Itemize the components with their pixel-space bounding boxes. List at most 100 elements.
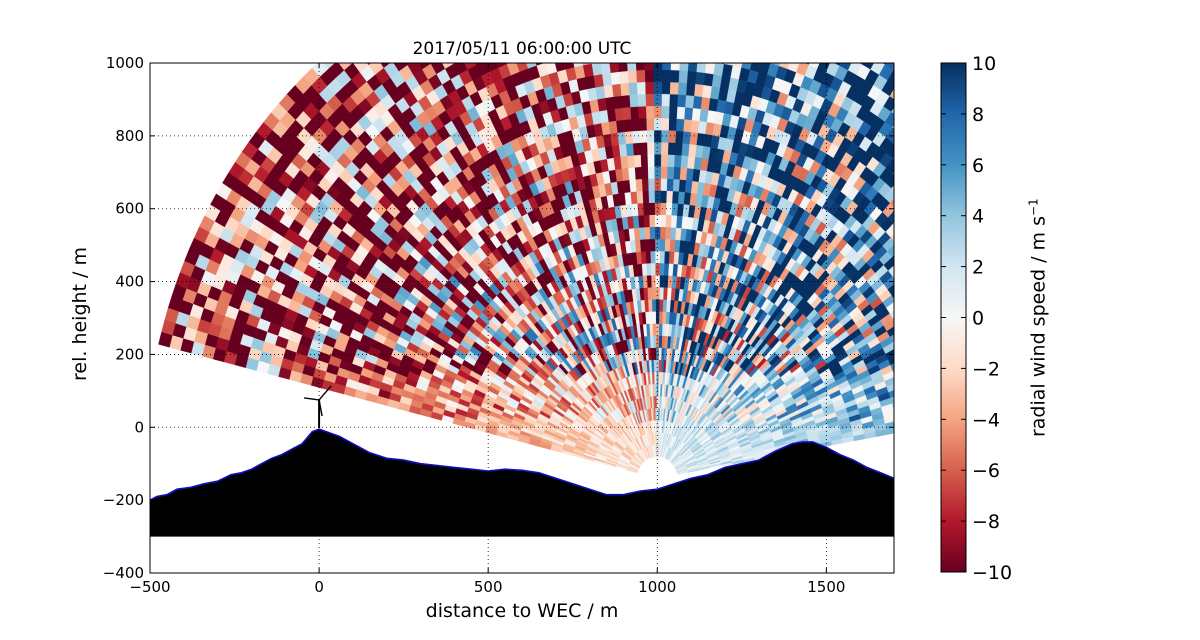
scan-cell	[652, 311, 656, 323]
scan-cell	[516, 0, 529, 8]
scan-cell	[1106, 379, 1119, 392]
scan-cell	[672, 22, 682, 34]
scan-cell	[1002, 274, 1016, 288]
scan-cell	[972, 291, 986, 304]
scan-cell	[913, 325, 926, 337]
scan-cell	[978, 277, 992, 291]
scan-cell	[423, 21, 438, 37]
scan-cell	[605, 24, 616, 37]
scan-cell	[1091, 250, 1106, 266]
scan-cell	[663, 9, 673, 21]
scan-cell	[667, 167, 674, 179]
scan-cell	[896, 235, 909, 249]
scan-cell	[918, 413, 930, 422]
scan-cell	[675, 143, 683, 156]
scan-cell	[915, 204, 929, 219]
scan-cell	[542, 11, 555, 25]
scan-cell	[669, 106, 677, 119]
scan-cell	[471, 23, 485, 39]
scan-cell	[530, 2, 543, 17]
scan-cell	[533, 13, 546, 27]
scan-cell	[1072, 331, 1086, 345]
scan-cell	[993, 386, 1006, 397]
scan-cell	[983, 240, 997, 255]
scan-cell	[655, 239, 660, 251]
scan-cell	[1006, 392, 1019, 403]
scan-cell	[899, 221, 913, 235]
scan-cell	[789, 20, 802, 35]
scan-cell	[1104, 283, 1118, 298]
scan-cell	[680, 167, 687, 180]
scan-cell	[906, 267, 919, 280]
scan-cell	[659, 360, 662, 372]
scan-cell	[630, 107, 639, 120]
scan-cell	[550, 0, 563, 11]
scan-cell	[646, 251, 651, 263]
scan-cell	[660, 251, 665, 263]
scan-cell	[662, 82, 671, 94]
scan-cell	[923, 232, 937, 246]
scan-cell	[699, 109, 708, 122]
scan-cell	[646, 106, 654, 118]
scan-cell	[1000, 366, 1013, 378]
scan-cell	[637, 82, 646, 95]
scan-cell	[923, 195, 937, 210]
scan-cell	[971, 392, 984, 403]
scan-cell	[893, 60, 908, 76]
scan-cell	[1033, 148, 1049, 165]
scan-cell	[540, 0, 553, 13]
scan-cell	[1095, 260, 1110, 276]
scan-cell	[904, 227, 918, 241]
scan-cell	[906, 114, 920, 130]
scan-cell	[1078, 352, 1091, 366]
scan-cell	[1007, 314, 1021, 327]
scan-cell	[1071, 376, 1084, 389]
scan-cell	[452, 6, 467, 22]
scan-cell	[1026, 139, 1042, 156]
scan-cell	[1051, 220, 1066, 236]
scan-cell	[642, 179, 649, 191]
scan-cell	[442, 11, 457, 27]
scan-cell	[1056, 229, 1071, 245]
scan-cell	[635, 167, 642, 180]
scan-cell	[920, 95, 935, 111]
scan-cell	[1096, 335, 1110, 349]
scan-cell	[647, 154, 654, 166]
scan-cell	[896, 418, 908, 427]
scan-cell	[993, 257, 1007, 271]
scan-cell	[863, 0, 878, 16]
scan-cell	[641, 154, 648, 166]
scan-cell	[921, 111, 936, 127]
scan-cell	[802, 12, 815, 27]
scan-cell	[663, 0, 673, 9]
scan-cell	[656, 348, 659, 360]
scan-cell	[1075, 218, 1090, 234]
scan-cell	[679, 70, 688, 83]
scan-cell	[919, 246, 933, 260]
scan-cell	[905, 39, 920, 55]
scan-cell	[634, 22, 644, 35]
scan-cell	[835, 12, 849, 28]
scan-cell	[926, 326, 939, 338]
scan-cell	[908, 55, 923, 71]
scan-cell	[1003, 129, 1019, 146]
scan-cell	[462, 1, 476, 17]
scan-cell	[999, 297, 1013, 311]
scan-cell	[619, 71, 629, 84]
scan-cell	[666, 191, 673, 203]
scan-cell	[640, 142, 647, 154]
scan-cell	[898, 349, 911, 360]
scan-cell	[916, 306, 929, 319]
scan-cell	[988, 112, 1004, 129]
scan-cell	[659, 348, 662, 360]
scan-cell	[668, 142, 675, 154]
scan-cell	[659, 275, 664, 287]
scan-cell	[691, 11, 702, 24]
scan-cell	[969, 239, 983, 254]
scan-cell	[582, 2, 594, 16]
scan-cell	[700, 24, 711, 37]
scan-cell	[821, 19, 835, 34]
scan-cell	[902, 23, 917, 40]
scan-cell	[982, 285, 996, 299]
